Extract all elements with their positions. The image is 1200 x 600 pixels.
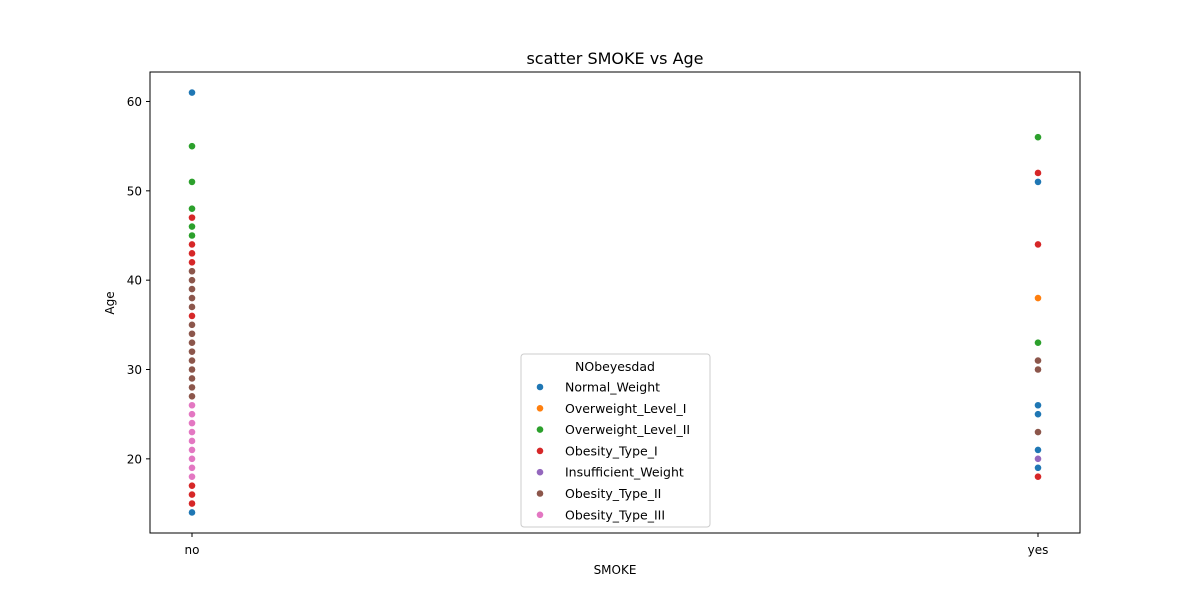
data-point bbox=[1034, 365, 1042, 374]
data-point bbox=[188, 177, 196, 186]
data-point bbox=[1034, 169, 1042, 177]
data-point bbox=[188, 446, 196, 454]
legend-label: Obesity_Type_III bbox=[565, 507, 665, 522]
data-point bbox=[188, 401, 196, 410]
x-axis: no yes bbox=[185, 533, 1049, 557]
data-point bbox=[1034, 463, 1042, 472]
legend-label: Overweight_Level_I bbox=[565, 401, 686, 416]
data-point bbox=[188, 213, 196, 222]
data-point bbox=[1034, 177, 1042, 186]
legend-marker bbox=[536, 468, 544, 477]
points-layer bbox=[188, 88, 1042, 517]
data-point bbox=[188, 320, 196, 329]
data-point bbox=[188, 410, 196, 419]
x-tick-label: yes bbox=[1028, 543, 1049, 557]
legend-marker bbox=[536, 404, 544, 413]
data-point bbox=[188, 374, 196, 383]
data-point bbox=[188, 240, 196, 249]
data-point bbox=[1034, 294, 1042, 302]
data-point bbox=[1034, 356, 1042, 365]
data-point bbox=[188, 383, 196, 392]
data-point bbox=[188, 267, 196, 276]
data-point bbox=[188, 428, 196, 436]
legend-label: Overweight_Level_II bbox=[565, 422, 690, 437]
data-point bbox=[1034, 428, 1042, 436]
data-point bbox=[188, 285, 196, 293]
y-axis-title: Age bbox=[103, 291, 117, 314]
plot-frame bbox=[149, 71, 1081, 534]
data-point bbox=[188, 222, 196, 231]
y-tick-label: 50 bbox=[127, 184, 142, 198]
legend-marker bbox=[536, 446, 544, 455]
y-tick-label: 60 bbox=[127, 95, 142, 109]
x-tick-label: no bbox=[185, 543, 200, 557]
legend-marker bbox=[536, 425, 544, 434]
legend-marker bbox=[536, 383, 544, 391]
data-point bbox=[188, 142, 196, 151]
data-point bbox=[1034, 401, 1042, 410]
data-point bbox=[1034, 240, 1042, 249]
data-point bbox=[188, 356, 196, 365]
data-point bbox=[188, 303, 196, 311]
y-axis: 20 30 40 50 60 bbox=[127, 95, 150, 466]
legend-label: Obesity_Type_II bbox=[565, 486, 661, 501]
data-point bbox=[188, 312, 196, 320]
data-point bbox=[188, 347, 196, 356]
data-point bbox=[1034, 446, 1042, 454]
data-point bbox=[1034, 338, 1042, 347]
data-point bbox=[188, 490, 196, 499]
legend-marker bbox=[536, 489, 544, 498]
data-point bbox=[188, 392, 196, 401]
data-point bbox=[188, 472, 196, 481]
legend-label: Normal_Weight bbox=[565, 380, 660, 395]
data-point bbox=[1034, 454, 1042, 463]
data-point bbox=[188, 329, 196, 338]
y-tick-label: 40 bbox=[127, 274, 142, 288]
data-point bbox=[188, 204, 196, 213]
data-point bbox=[188, 294, 196, 302]
legend-title: NObeyesdad bbox=[575, 359, 655, 374]
legend: NObeyesdad Normal_Weight Overweight_Level… bbox=[520, 353, 711, 528]
data-point bbox=[1034, 410, 1042, 419]
legend-marker bbox=[536, 510, 544, 519]
data-point bbox=[188, 508, 196, 517]
data-point bbox=[188, 88, 196, 97]
data-point bbox=[1034, 472, 1042, 481]
y-tick-label: 30 bbox=[127, 363, 142, 377]
x-axis-title: SMOKE bbox=[594, 563, 637, 577]
data-point bbox=[188, 338, 196, 347]
data-point bbox=[188, 231, 196, 240]
data-point bbox=[188, 454, 196, 463]
data-point bbox=[188, 499, 196, 508]
legend-label: Obesity_Type_I bbox=[565, 443, 658, 458]
data-point bbox=[188, 463, 196, 472]
data-point bbox=[188, 419, 196, 428]
data-point bbox=[188, 276, 196, 285]
data-point bbox=[188, 481, 196, 490]
data-point bbox=[188, 365, 196, 374]
legend-items: Normal_Weight Overweight_Level_I Overweigh… bbox=[536, 380, 690, 522]
y-tick-label: 20 bbox=[127, 452, 142, 466]
legend-box bbox=[520, 353, 711, 528]
data-point bbox=[188, 249, 196, 258]
data-point bbox=[1034, 133, 1042, 142]
legend-label: Insufficient_Weight bbox=[565, 465, 684, 480]
data-point bbox=[188, 258, 196, 267]
chart-title: scatter SMOKE vs Age bbox=[526, 49, 703, 68]
data-point bbox=[188, 437, 196, 445]
